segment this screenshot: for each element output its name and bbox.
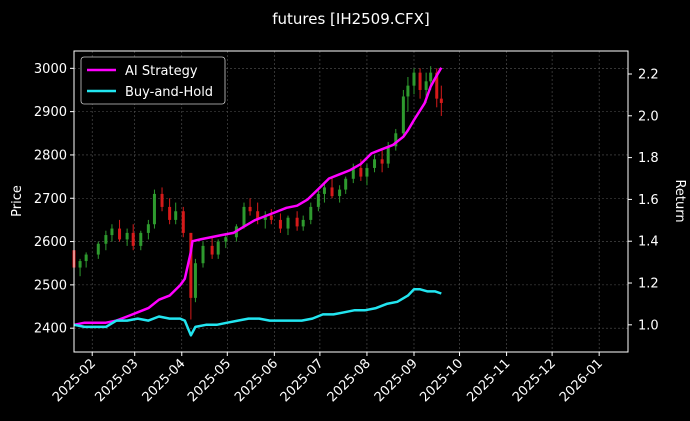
candle-body [193, 263, 197, 298]
candle-body [139, 232, 143, 246]
candle-body [256, 211, 260, 220]
y-tick-label-right: 2.0 [638, 109, 659, 124]
legend-label-bh: Buy-and-Hold [125, 85, 213, 100]
candle-body [248, 206, 252, 212]
candle-body [418, 72, 422, 90]
y-tick-label-right: 1.2 [638, 277, 659, 292]
candle-body [263, 215, 267, 220]
ai-strategy-line [73, 67, 443, 327]
y-tick-label-left: 2900 [34, 105, 67, 120]
strategy-lines [73, 67, 443, 337]
candle-body [110, 228, 114, 236]
y-tick-label-left: 2600 [34, 235, 67, 250]
candle-body [125, 232, 129, 240]
chart-title: futures [IH2509.CFX] [272, 10, 430, 28]
candle-body [242, 206, 246, 227]
candle-body [269, 215, 273, 220]
plot-frame [73, 50, 629, 353]
y-tick-label-right: 1.0 [638, 318, 659, 333]
candle-body [78, 261, 82, 268]
candle-body [118, 228, 122, 240]
candle-body [286, 217, 290, 229]
candle-body [401, 96, 405, 134]
y-tick-label-left: 2700 [34, 192, 67, 207]
candle-body [174, 211, 178, 220]
candle-body [394, 133, 398, 147]
candle-body [429, 72, 433, 82]
y-axis-label-left: Price [10, 185, 25, 217]
candle-body [406, 85, 410, 97]
candle-body [365, 167, 369, 177]
y-tick-label-right: 1.4 [638, 235, 659, 250]
candle-body [152, 193, 156, 225]
legend-label-ai: AI Strategy [125, 64, 198, 79]
candle-body [316, 193, 320, 207]
candle-body [344, 178, 348, 190]
candle-body [359, 167, 363, 177]
candle-body [295, 217, 299, 227]
grid [74, 51, 628, 352]
candle-body [278, 219, 282, 229]
candle-body [330, 187, 334, 197]
candle-body [104, 235, 108, 244]
candle-body [380, 159, 384, 164]
candle-body [439, 98, 443, 103]
y-tick-label-right: 1.6 [638, 193, 659, 208]
candle-body [301, 219, 305, 227]
y-tick-label-right: 1.8 [638, 151, 659, 166]
y-tick-label-left: 2500 [34, 278, 67, 293]
y-tick-label-right: 2.2 [638, 67, 659, 82]
y-tick-label-left: 3000 [34, 62, 67, 77]
candle-body [412, 72, 416, 86]
candle-body [189, 232, 193, 298]
buy-and-hold-line [73, 288, 442, 337]
legend-box [80, 56, 226, 105]
legend: AI Strategy Buy-and-Hold [80, 56, 226, 105]
candle-body [160, 193, 164, 207]
candle-body [424, 81, 428, 90]
candle-body [224, 237, 228, 242]
candle-body [373, 159, 377, 168]
y-axis-label-right: Return [672, 179, 687, 222]
candle-body [131, 232, 135, 246]
y-tick-label-left: 2800 [34, 148, 67, 163]
candle-body [210, 245, 214, 255]
candle-body [322, 187, 326, 194]
candle-body [351, 167, 355, 179]
candle-body [338, 189, 342, 197]
y-tick-label-left: 2400 [34, 322, 67, 337]
candle-body [309, 206, 313, 220]
candle-body [435, 72, 439, 99]
candle-body [216, 241, 220, 255]
candle-body [146, 224, 150, 233]
candle-body [168, 206, 172, 220]
candle-body [84, 254, 88, 262]
candle-body [96, 243, 100, 255]
candle-body [386, 146, 390, 164]
candle-body [201, 245, 205, 264]
candle-body [181, 211, 185, 233]
